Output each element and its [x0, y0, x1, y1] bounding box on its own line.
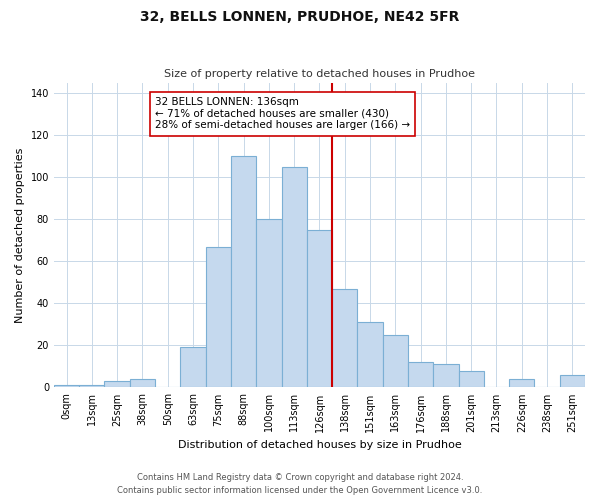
Bar — [181, 348, 206, 388]
Bar — [358, 322, 383, 388]
Bar — [130, 379, 155, 388]
Bar — [307, 230, 332, 388]
Text: Contains HM Land Registry data © Crown copyright and database right 2024.
Contai: Contains HM Land Registry data © Crown c… — [118, 474, 482, 495]
Y-axis label: Number of detached properties: Number of detached properties — [15, 148, 25, 322]
Bar — [458, 370, 484, 388]
Bar — [433, 364, 458, 388]
Title: Size of property relative to detached houses in Prudhoe: Size of property relative to detached ho… — [164, 69, 475, 79]
Bar — [509, 379, 535, 388]
Bar — [560, 375, 585, 388]
Bar — [383, 335, 408, 388]
Bar — [281, 166, 307, 388]
Bar — [256, 219, 281, 388]
Bar — [408, 362, 433, 388]
Bar — [79, 386, 104, 388]
Bar — [206, 246, 231, 388]
Text: 32 BELLS LONNEN: 136sqm
← 71% of detached houses are smaller (430)
28% of semi-d: 32 BELLS LONNEN: 136sqm ← 71% of detache… — [155, 98, 410, 130]
Text: 32, BELLS LONNEN, PRUDHOE, NE42 5FR: 32, BELLS LONNEN, PRUDHOE, NE42 5FR — [140, 10, 460, 24]
Bar — [54, 386, 79, 388]
Bar — [332, 288, 358, 388]
Bar — [104, 381, 130, 388]
Bar — [231, 156, 256, 388]
X-axis label: Distribution of detached houses by size in Prudhoe: Distribution of detached houses by size … — [178, 440, 461, 450]
